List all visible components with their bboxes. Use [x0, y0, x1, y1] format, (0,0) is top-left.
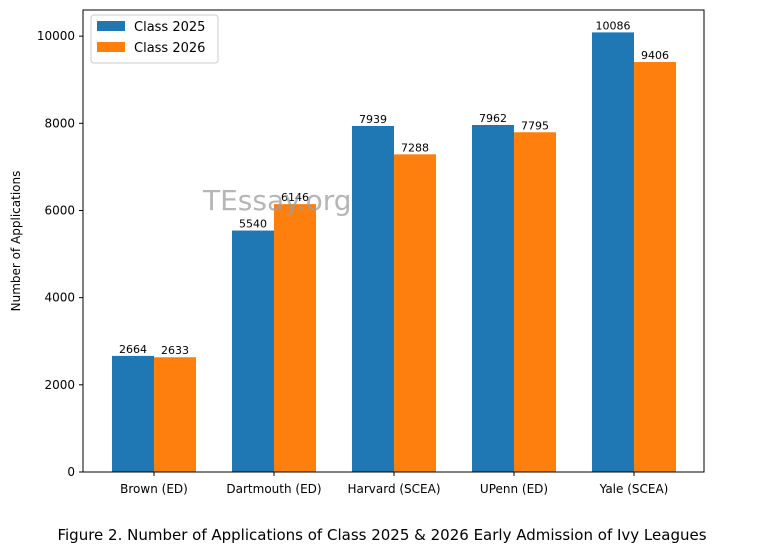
bar-class-2025-4 [592, 32, 634, 472]
data-label: 5540 [239, 218, 267, 231]
bar-class-2026-1 [274, 204, 316, 472]
bar-class-2025-2 [352, 125, 394, 472]
x-axis: Brown (ED) Dartmouth (ED) Harvard (SCEA) UP… [120, 472, 668, 496]
x-tick-label: Yale (SCEA) [599, 482, 669, 496]
y-axis: 0 2000 4000 6000 8000 10000 [37, 29, 83, 479]
data-labels-layer: 2664 5540 7939 7962 10086 2633 6146 7288 7795 940… [119, 19, 669, 357]
legend: Class 2025 Class 2026 [90, 14, 219, 64]
data-label: 2664 [119, 343, 147, 356]
x-tick-label: UPenn (ED) [480, 482, 548, 496]
y-tick-label: 10000 [37, 29, 75, 43]
bar-class-2026-0 [154, 357, 196, 472]
bar-class-2026-2 [394, 154, 436, 472]
data-label: 7288 [401, 141, 429, 154]
data-label: 10086 [596, 19, 631, 32]
x-tick-label: Harvard (SCEA) [347, 482, 440, 496]
data-label: 2633 [161, 344, 189, 357]
legend-label: Class 2025 [134, 20, 205, 35]
legend-swatch [97, 21, 125, 31]
legend-label: Class 2026 [134, 41, 205, 56]
data-label: 7962 [479, 112, 507, 125]
bar-class-2025-1 [232, 230, 274, 472]
bar-class-2025-3 [472, 124, 514, 472]
y-axis-label: Number of Applications [9, 171, 23, 312]
data-label: 9406 [641, 49, 669, 62]
y-tick-label: 4000 [44, 291, 75, 305]
x-tick-label: Dartmouth (ED) [226, 482, 321, 496]
bar-class-2026-3 [514, 132, 556, 472]
data-label: 6146 [281, 191, 309, 204]
y-tick-label: 8000 [44, 116, 75, 130]
y-tick-label: 6000 [44, 203, 75, 217]
data-label: 7939 [359, 113, 387, 126]
data-label: 7795 [521, 119, 549, 132]
bar-chart: 2664 5540 7939 7962 10086 2633 6146 7288 7795 940… [9, 9, 705, 496]
bar-class-2025-0 [112, 355, 154, 472]
x-tick-label: Brown (ED) [120, 482, 188, 496]
y-tick-label: 2000 [44, 378, 75, 392]
legend-swatch [97, 42, 125, 52]
bars-layer [112, 32, 676, 473]
watermark: TEssay.org [202, 184, 352, 217]
bar-class-2026-4 [634, 62, 676, 473]
y-tick-label: 0 [67, 465, 75, 479]
figure-caption: Figure 2. Number of Applications of Clas… [57, 526, 707, 544]
